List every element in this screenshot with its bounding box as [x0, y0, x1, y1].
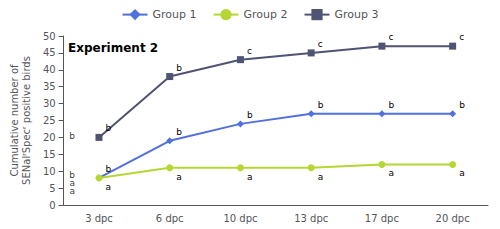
- svg-text:45: 45: [43, 47, 56, 58]
- svg-text:b: b: [69, 131, 75, 141]
- svg-text:a: a: [388, 168, 394, 178]
- svg-text:b: b: [105, 123, 111, 133]
- svg-text:SENalʳSpecʳ positive birds: SENalʳSpecʳ positive birds: [21, 56, 32, 185]
- svg-text:Group 2: Group 2: [244, 8, 288, 21]
- svg-text:5: 5: [49, 183, 55, 194]
- svg-text:a: a: [69, 186, 75, 196]
- svg-text:Experiment 2: Experiment 2: [68, 41, 158, 55]
- svg-text:Group 3: Group 3: [334, 8, 378, 21]
- svg-text:a: a: [247, 172, 253, 182]
- svg-text:b: b: [247, 110, 253, 120]
- svg-text:20 dpc: 20 dpc: [436, 213, 470, 224]
- svg-text:35: 35: [43, 81, 56, 92]
- svg-text:20: 20: [43, 132, 56, 143]
- svg-text:b: b: [176, 63, 182, 73]
- svg-text:a: a: [176, 172, 182, 182]
- svg-text:c: c: [388, 32, 393, 42]
- svg-text:50: 50: [43, 31, 56, 42]
- svg-text:Cumulative number of: Cumulative number of: [9, 64, 20, 177]
- svg-text:b: b: [105, 164, 111, 174]
- svg-text:a: a: [69, 178, 75, 188]
- svg-text:b: b: [459, 100, 465, 110]
- svg-text:3 dpc: 3 dpc: [85, 213, 113, 224]
- svg-text:b: b: [69, 169, 75, 180]
- svg-text:15: 15: [43, 149, 56, 160]
- svg-text:10: 10: [43, 166, 56, 177]
- svg-text:6 dpc: 6 dpc: [156, 213, 184, 224]
- svg-text:25: 25: [43, 115, 56, 126]
- svg-text:c: c: [459, 32, 464, 42]
- svg-text:30: 30: [43, 98, 56, 109]
- svg-text:Group 1: Group 1: [153, 8, 197, 21]
- svg-text:10 dpc: 10 dpc: [223, 213, 257, 224]
- svg-text:b: b: [318, 100, 324, 110]
- svg-text:0: 0: [49, 200, 55, 211]
- svg-text:c: c: [318, 39, 323, 49]
- svg-text:b: b: [176, 127, 182, 137]
- svg-text:17 dpc: 17 dpc: [365, 213, 399, 224]
- svg-text:13 dpc: 13 dpc: [294, 213, 328, 224]
- svg-text:a: a: [105, 182, 111, 192]
- svg-text:a: a: [459, 168, 465, 178]
- svg-text:b: b: [388, 100, 394, 110]
- svg-text:40: 40: [43, 64, 56, 75]
- svg-text:c: c: [247, 46, 252, 56]
- svg-text:a: a: [318, 172, 324, 182]
